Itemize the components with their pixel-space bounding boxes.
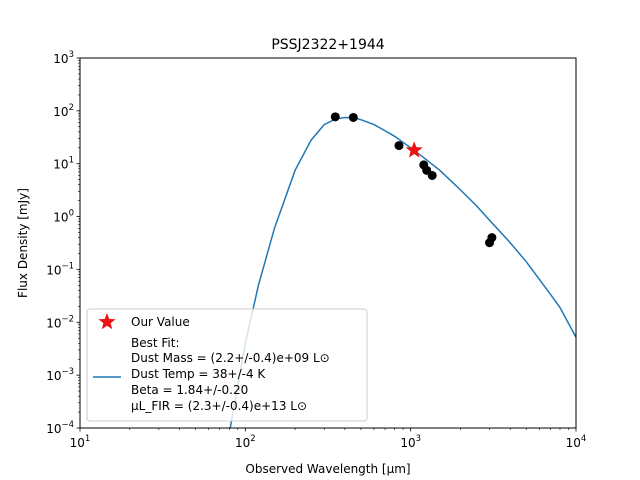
y-tick-label: 101: [53, 156, 74, 172]
axis-tick-labels: 101 102 103 104 10−4 10−3 10−2 10−1 100 101 102 103: [46, 50, 586, 450]
legend: Our Value Best Fit: Dust Mass = (2.2+/-0…: [86, 308, 368, 422]
observed-point: [394, 141, 404, 151]
x-tick-label: 101: [70, 434, 91, 450]
legend-dust-temp: Dust Temp = 38+/-4 K: [131, 367, 266, 381]
our-value-star: [405, 141, 423, 158]
legend-best-fit-header: Best Fit:: [131, 336, 180, 350]
y-tick-label: 103: [53, 50, 74, 66]
observed-point: [427, 170, 437, 180]
observed-point: [330, 112, 340, 122]
legend-beta: Beta = 1.84+/-0.20: [131, 383, 248, 397]
best-fit-line: [229, 116, 576, 428]
legend-lfir: μL_FIR = (2.3+/-0.4)e+13 L⊙: [131, 399, 307, 413]
x-axis-label: Observed Wavelength [μm]: [245, 462, 410, 476]
y-tick-label: 10−3: [46, 367, 74, 383]
plot-area: [229, 112, 576, 428]
x-tick-label: 104: [566, 434, 587, 450]
y-tick-label: 10−1: [46, 261, 74, 277]
y-tick-label: 10−2: [46, 314, 74, 330]
legend-dust-mass: Dust Mass = (2.2+/-0.4)e+09 L⊙: [131, 351, 330, 365]
x-tick-label: 103: [400, 434, 421, 450]
y-tick-label: 10−4: [46, 420, 74, 436]
y-tick-label: 102: [53, 103, 74, 119]
observed-point: [487, 233, 497, 243]
legend-our-value-label: Our Value: [131, 315, 190, 329]
chart-title: PSSJ2322+1944: [271, 37, 384, 53]
plot-frame: [79, 57, 577, 429]
x-tick-label: 102: [235, 434, 256, 450]
observed-points: [330, 112, 497, 248]
legend-star-icon: [98, 313, 116, 330]
observed-point: [348, 112, 358, 122]
y-tick-label: 100: [53, 209, 74, 225]
y-axis-label: Flux Density [mJy]: [16, 188, 30, 298]
legend-box: [86, 308, 368, 422]
